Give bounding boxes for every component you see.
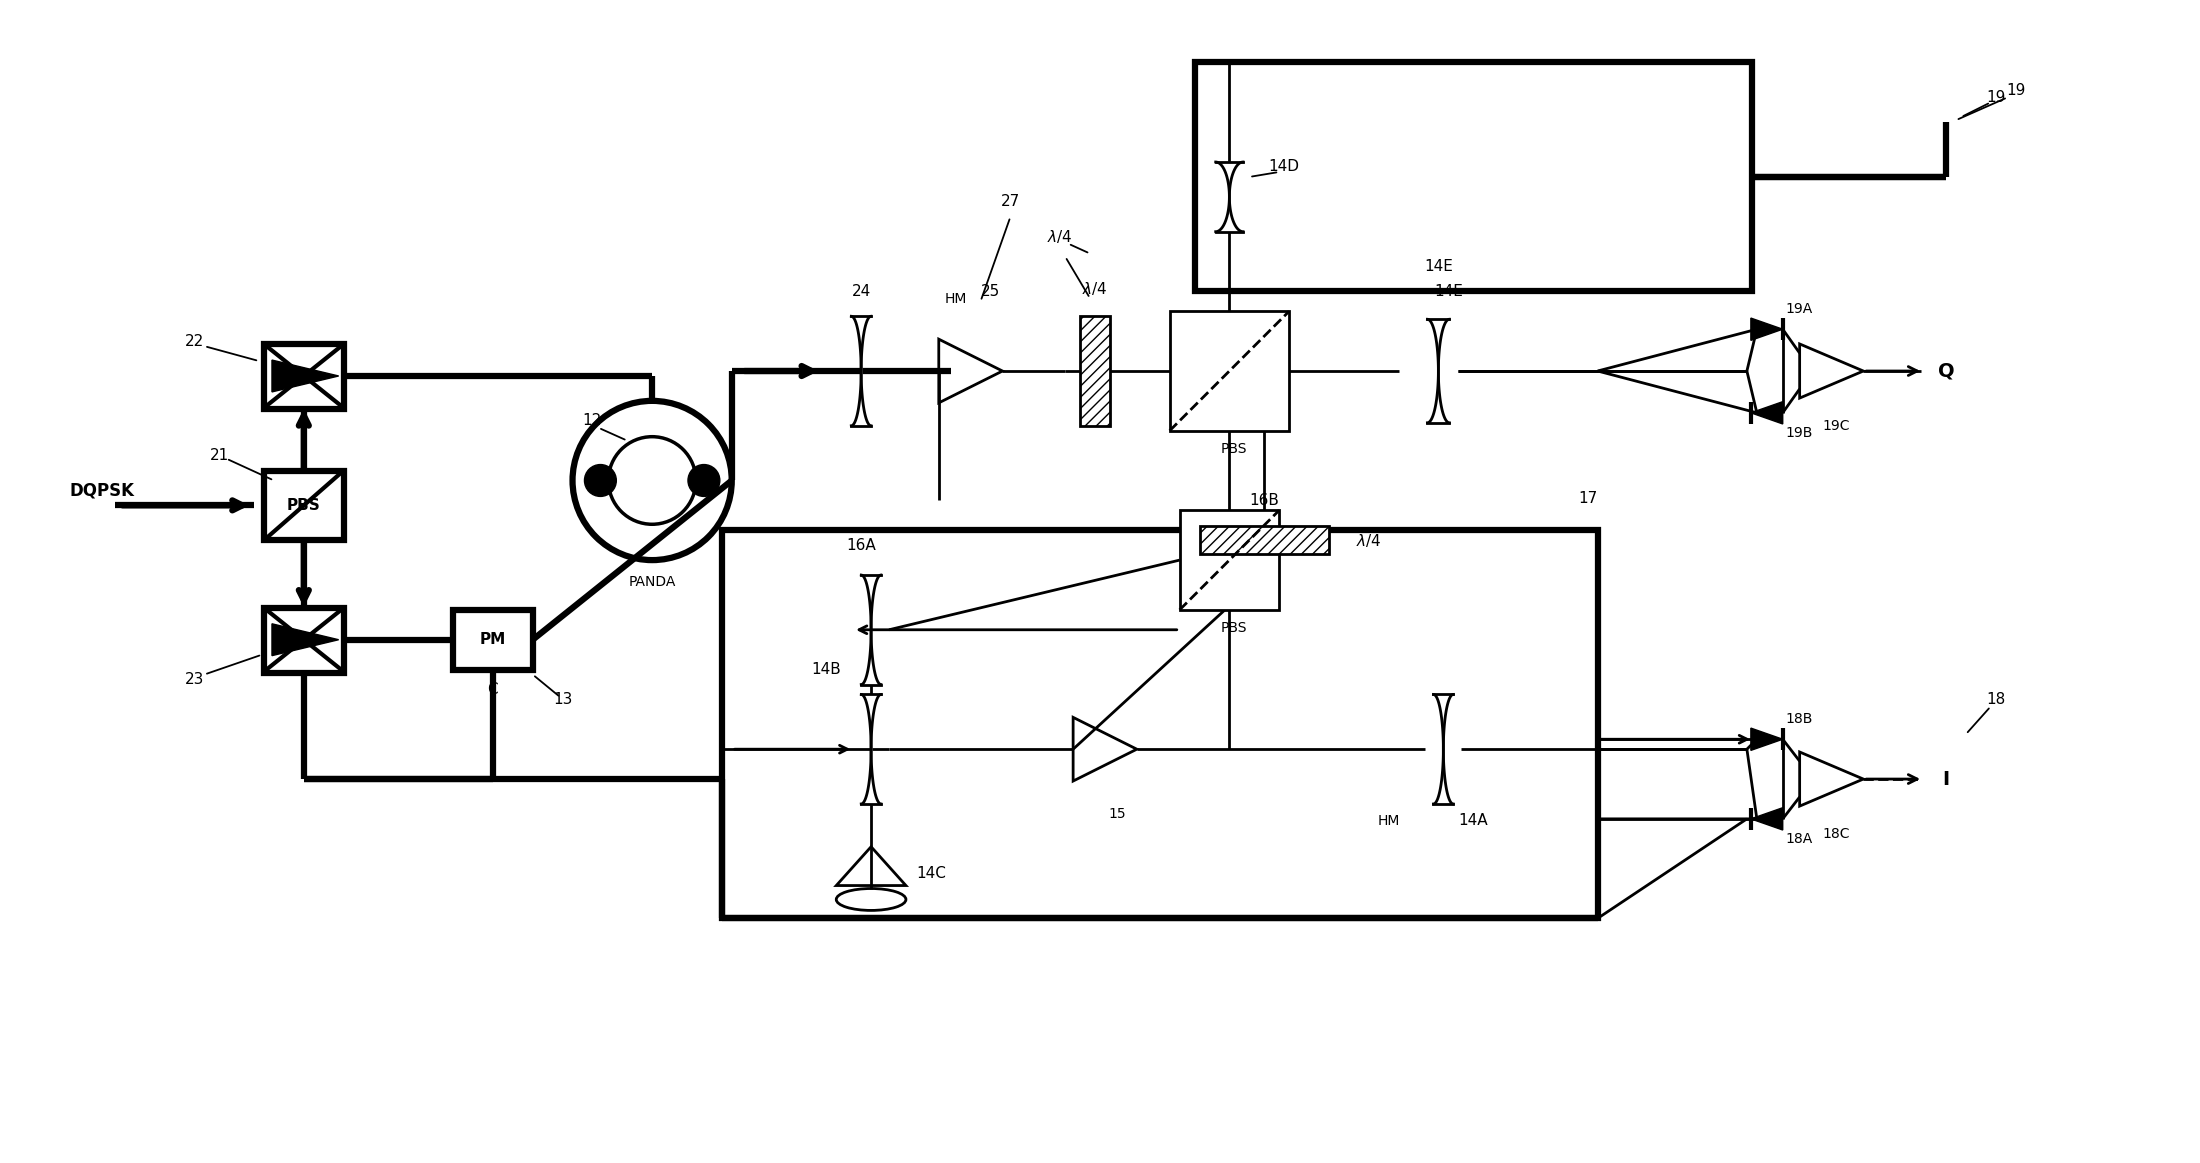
Text: 14A: 14A [1459, 813, 1487, 828]
Text: 14E: 14E [1434, 284, 1463, 299]
Text: $\lambda$/4: $\lambda$/4 [1047, 228, 1074, 245]
Text: 19B: 19B [1784, 426, 1813, 440]
Text: 19A: 19A [1784, 302, 1813, 316]
Text: 18B: 18B [1784, 713, 1813, 727]
Polygon shape [1751, 808, 1782, 830]
Text: 19C: 19C [1824, 419, 1850, 433]
Bar [1170, 312, 1289, 430]
Text: PM: PM [480, 633, 506, 648]
Text: 18: 18 [1987, 692, 2006, 707]
Text: 16B: 16B [1250, 493, 1278, 508]
Text: 19: 19 [1987, 90, 2006, 105]
Text: 25: 25 [981, 284, 1001, 299]
Text: C: C [488, 682, 497, 697]
Bar [1179, 511, 1278, 609]
Text: PBS: PBS [286, 498, 321, 513]
Text: 23: 23 [185, 672, 205, 687]
Polygon shape [1751, 401, 1782, 424]
Text: 14C: 14C [915, 866, 946, 882]
Text: I: I [1943, 770, 1949, 789]
Text: 18C: 18C [1824, 827, 1850, 841]
Bar [264, 344, 343, 409]
Text: $\lambda$/4: $\lambda$/4 [1082, 280, 1109, 297]
Text: DQPSK: DQPSK [70, 481, 134, 499]
Bar [453, 609, 532, 670]
Text: PBS: PBS [1221, 442, 1247, 456]
Circle shape [585, 464, 616, 497]
Text: 27: 27 [1001, 194, 1021, 209]
Text: Q: Q [1938, 362, 1954, 380]
Text: HM: HM [944, 292, 966, 306]
Text: 12: 12 [583, 413, 603, 428]
Polygon shape [273, 361, 339, 392]
Circle shape [689, 464, 719, 497]
Text: PBS: PBS [1221, 621, 1247, 635]
Text: PANDA: PANDA [629, 575, 675, 588]
Bar [1080, 316, 1111, 426]
Text: 14D: 14D [1269, 159, 1300, 174]
Text: 17: 17 [1577, 491, 1597, 506]
Text: 18A: 18A [1784, 832, 1813, 846]
Polygon shape [1751, 317, 1782, 341]
Text: 14B: 14B [812, 662, 840, 677]
Text: 15: 15 [1109, 807, 1126, 821]
Bar [1195, 63, 1751, 292]
Text: 13: 13 [552, 692, 572, 707]
Text: 19: 19 [2006, 83, 2026, 98]
Polygon shape [1751, 728, 1782, 750]
Text: 22: 22 [185, 334, 205, 349]
Bar [264, 471, 343, 540]
Bar [1199, 527, 1329, 554]
Text: 24: 24 [851, 284, 871, 299]
Text: 21: 21 [209, 448, 229, 463]
Text: 14E: 14E [1423, 259, 1452, 274]
Text: $\lambda$/4: $\lambda$/4 [1355, 531, 1382, 549]
Text: 16A: 16A [847, 537, 876, 552]
Text: HM: HM [1377, 814, 1399, 828]
Bar [264, 608, 343, 672]
Bar [722, 530, 1597, 919]
Polygon shape [273, 623, 339, 656]
